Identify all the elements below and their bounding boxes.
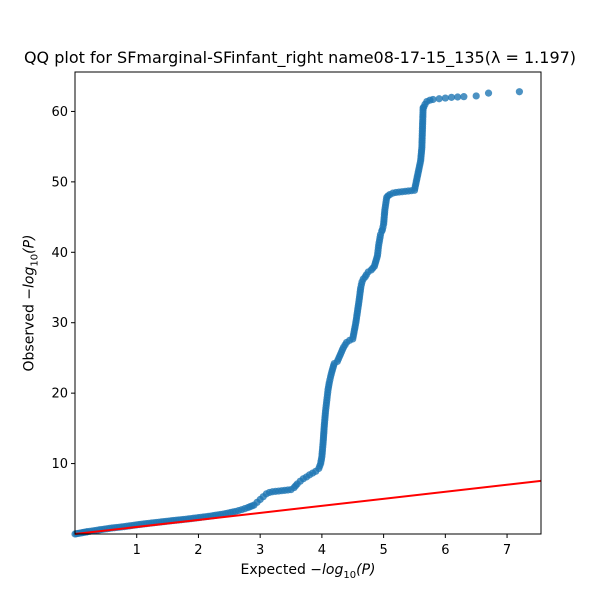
- y-axis-label-sub: 10: [29, 253, 41, 267]
- qq-point: [435, 95, 443, 103]
- x-tick-label: 4: [318, 543, 326, 558]
- y-tick-label: 50: [51, 175, 68, 190]
- x-axis-label: Expected −log10(P): [75, 562, 541, 581]
- x-tick-label: 7: [503, 543, 511, 558]
- y-axis-label-base: −log: [21, 266, 38, 300]
- reference-line: [74, 479, 542, 535]
- y-axis: 10 20 30 40 50 60: [51, 105, 75, 472]
- points-layer: [71, 88, 524, 538]
- x-axis-label-prefix: Expected: [240, 562, 311, 578]
- qq-point: [454, 93, 462, 101]
- x-axis-label-base: −log: [310, 562, 344, 578]
- y-tick-label: 60: [51, 105, 68, 120]
- x-axis: 1 2 3 4 5 6 7: [133, 534, 511, 558]
- qq-point: [441, 94, 449, 102]
- x-tick-label: 6: [441, 543, 449, 558]
- y-axis-label-prefix: Observed: [21, 299, 38, 372]
- x-tick-label: 5: [379, 543, 387, 558]
- qq-point: [515, 88, 524, 96]
- qq-point: [484, 89, 493, 97]
- x-tick-label: 3: [256, 543, 264, 558]
- x-tick-label: 1: [133, 543, 141, 558]
- qq-point: [429, 95, 437, 104]
- y-tick-label: 20: [51, 387, 68, 402]
- y-tick-label: 30: [51, 316, 68, 331]
- plot-frame: [74, 71, 542, 535]
- y-tick-label: 10: [51, 457, 68, 472]
- y-axis-label: Observed −log10(P): [22, 235, 41, 372]
- y-axis-label-suffix: (P): [21, 234, 38, 254]
- x-axis-label-sub: 10: [343, 569, 357, 581]
- qq-point: [447, 93, 456, 101]
- qq-point: [472, 92, 480, 100]
- y-tick-label: 40: [51, 246, 68, 261]
- chart-title: QQ plot for SFmarginal-SFinfant_right na…: [23, 48, 577, 67]
- x-tick-label: 2: [194, 543, 202, 558]
- x-axis-label-suffix: (P): [356, 562, 376, 578]
- qq-point: [460, 93, 468, 101]
